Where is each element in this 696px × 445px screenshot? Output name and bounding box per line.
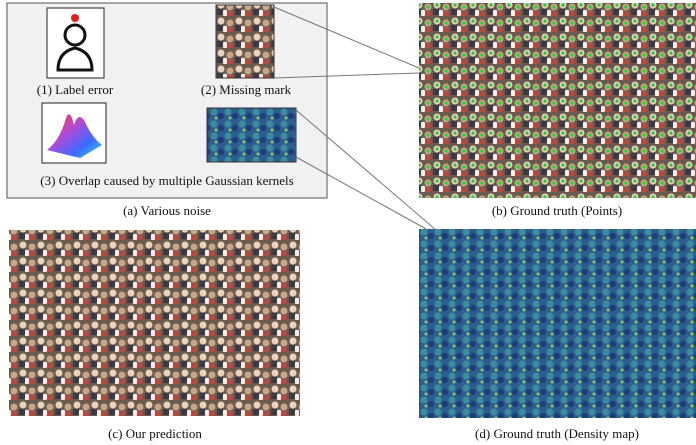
item-caption: (1) Label error [37, 82, 114, 97]
gaussian-surface [42, 103, 106, 163]
figure: (1) Label error (2) Missing mark (3) Ove… [0, 0, 696, 445]
panel-caption: (a) Various noise [123, 203, 211, 218]
panel-caption: (c) Our prediction [108, 426, 202, 441]
missing-mark-image [216, 5, 274, 78]
item-caption: (2) Missing mark [201, 82, 292, 97]
points-image [419, 3, 696, 198]
overlap-image [207, 108, 296, 162]
item-caption: (3) Overlap caused by multiple Gaussian … [40, 173, 293, 188]
label-error-icon [47, 8, 104, 78]
prediction-image [9, 230, 300, 416]
panel-caption: (d) Ground truth (Density map) [475, 426, 639, 441]
density-image [419, 229, 696, 418]
panel-caption: (b) Ground truth (Points) [492, 203, 622, 218]
